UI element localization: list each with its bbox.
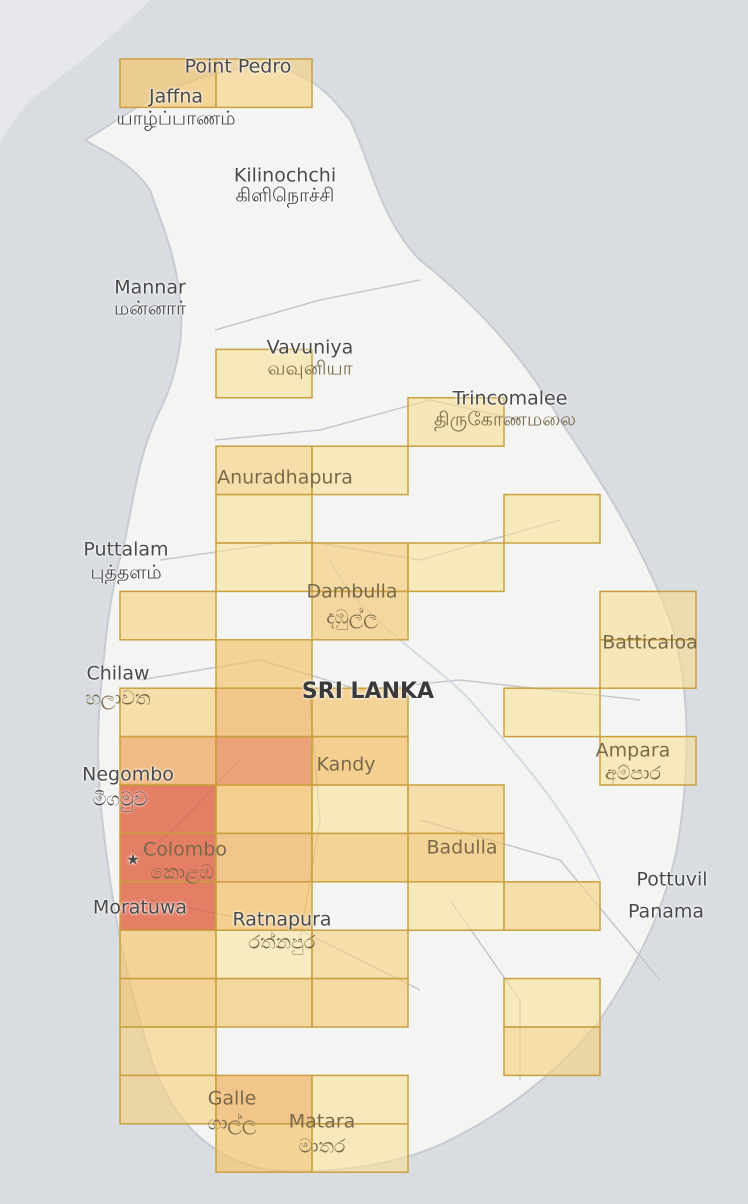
place-label-negombo[interactable]: Negombo — [82, 763, 174, 786]
grid-cell[interactable] — [311, 1123, 409, 1173]
grid-cell[interactable] — [215, 929, 313, 980]
india-coast — [0, 0, 150, 150]
country-label: SRI LANKA — [301, 679, 435, 704]
place-native-ampara: අම්පාර — [605, 762, 661, 785]
place-native-kilinochchi: கிளிநொச்சி — [235, 184, 335, 207]
place-label-puttalam[interactable]: Puttalam — [83, 538, 169, 561]
place-label-colombo[interactable]: Colombo — [143, 838, 227, 861]
place-label-anuradhapura[interactable]: Anuradhapura — [217, 466, 353, 489]
grid-cell[interactable] — [119, 590, 217, 641]
grid-cell[interactable] — [503, 977, 601, 1028]
grid-cell[interactable] — [215, 542, 313, 593]
grid-cell[interactable] — [119, 977, 217, 1028]
place-label-matara[interactable]: Matara — [288, 1110, 356, 1133]
grid-cell[interactable] — [407, 542, 505, 593]
place-label-trincomalee[interactable]: Trincomalee — [452, 387, 568, 410]
place-native-vavuniya: வவுனியா — [267, 357, 353, 380]
place-native-matara: මාතර — [298, 1135, 346, 1158]
grid-cell[interactable] — [215, 639, 313, 689]
grid-cell[interactable] — [503, 493, 601, 544]
grid-cell[interactable] — [503, 1026, 601, 1077]
grid-cell[interactable] — [311, 832, 409, 883]
grid-cell[interactable] — [215, 1123, 313, 1173]
grid-cell[interactable] — [215, 58, 313, 109]
place-native-puttalam: புத்தளம் — [90, 561, 162, 584]
grid-cell[interactable] — [407, 397, 505, 447]
place-native-mannar: மன்னார் — [114, 297, 186, 320]
place-label-kilinochchi[interactable]: Kilinochchi — [233, 164, 337, 187]
place-label-jaffna[interactable]: Jaffna — [148, 85, 204, 108]
grid-cell[interactable] — [503, 881, 601, 931]
place-label-dambulla[interactable]: Dambulla — [306, 580, 398, 603]
place-label-pottuvil[interactable]: Pottuvil — [636, 868, 708, 891]
place-native-negombo: මීගමුව — [92, 788, 148, 811]
grid-cell[interactable] — [311, 977, 409, 1028]
place-label-panama[interactable]: Panama — [627, 900, 705, 923]
grid-cell[interactable] — [407, 881, 505, 931]
grid-cell[interactable] — [599, 590, 697, 641]
place-native-dambulla: දඹුල්ල — [326, 606, 378, 629]
grid-cell[interactable] — [311, 590, 409, 641]
place-label-moratuwa[interactable]: Moratuwa — [92, 896, 188, 919]
grid-cell[interactable] — [407, 832, 505, 883]
grid-cell[interactable] — [311, 784, 409, 835]
grid-cell[interactable] — [119, 1074, 217, 1125]
grid-cell[interactable] — [311, 735, 409, 786]
place-native-galle: ගාල්ල — [207, 1112, 257, 1135]
place-label-vavuniya[interactable]: Vavuniya — [266, 336, 354, 359]
capital-star-icon: ★ — [126, 850, 140, 869]
place-label-ampara[interactable]: Ampara — [595, 739, 671, 762]
grid-cell[interactable] — [215, 687, 313, 738]
grid-cell[interactable] — [599, 639, 697, 689]
grid-cell[interactable] — [215, 735, 313, 786]
grid-cell[interactable] — [119, 687, 217, 738]
place-native-jaffna: யாழ்ப்பாணம் — [116, 107, 236, 130]
grid-cell[interactable] — [215, 784, 313, 835]
place-label-point-pedro[interactable]: Point Pedro — [184, 55, 292, 78]
place-label-ratnapura[interactable]: Ratnapura — [232, 908, 332, 931]
grid-cell[interactable] — [119, 58, 217, 109]
grid-cell[interactable] — [407, 784, 505, 835]
grid-cell[interactable] — [119, 881, 217, 931]
grid-cell[interactable] — [119, 832, 217, 883]
grid-cell[interactable] — [215, 493, 313, 544]
place-native-ratnapura: රත්නපුර — [248, 931, 316, 954]
place-label-batticaloa[interactable]: Batticaloa — [602, 631, 698, 654]
grid-cell[interactable] — [119, 929, 217, 980]
grid-cell[interactable] — [215, 832, 313, 883]
grid-cell[interactable] — [311, 542, 409, 593]
place-label-galle[interactable]: Galle — [207, 1087, 257, 1110]
grid-cell[interactable] — [311, 445, 409, 496]
grid-cell[interactable] — [599, 735, 697, 786]
grid-cell[interactable] — [311, 929, 409, 980]
place-native-colombo: කොළඹ — [150, 861, 214, 884]
place-label-kandy[interactable]: Kandy — [316, 753, 376, 776]
place-label-chilaw[interactable]: Chilaw — [86, 662, 150, 685]
place-native-trincomalee: திருகோணமலை — [434, 408, 576, 431]
place-label-badulla[interactable]: Badulla — [426, 836, 498, 859]
grid-cell[interactable] — [503, 687, 601, 738]
grid-cell[interactable] — [119, 1026, 217, 1077]
grid-cell[interactable] — [215, 977, 313, 1028]
grid-cell[interactable] — [119, 784, 217, 835]
place-label-mannar[interactable]: Mannar — [114, 276, 186, 299]
grid-cell[interactable] — [215, 348, 313, 399]
place-native-chilaw: හලාවත — [85, 687, 151, 710]
